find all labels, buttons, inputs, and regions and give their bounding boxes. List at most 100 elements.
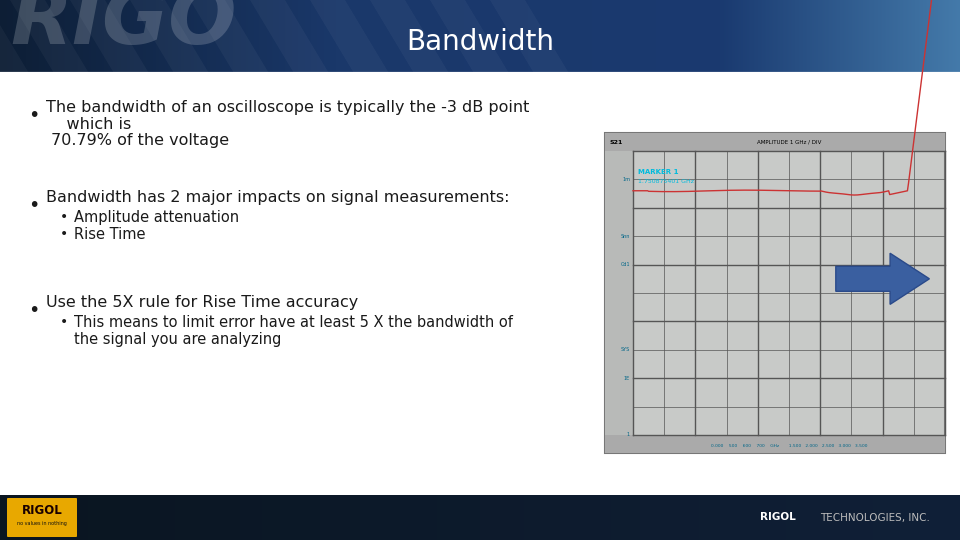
Bar: [307, 0, 308, 72]
Bar: [121, 495, 123, 540]
Bar: [745, 495, 747, 540]
Bar: [707, 0, 708, 72]
Bar: [85, 495, 86, 540]
Bar: [411, 0, 413, 72]
Bar: [782, 0, 783, 72]
Bar: [360, 0, 362, 72]
Bar: [434, 495, 436, 540]
Bar: [547, 495, 548, 540]
Bar: [753, 495, 755, 540]
Bar: [747, 0, 749, 72]
Bar: [897, 495, 899, 540]
Bar: [280, 0, 281, 72]
Bar: [655, 495, 657, 540]
Bar: [344, 0, 346, 72]
Bar: [73, 0, 75, 72]
Bar: [670, 0, 671, 72]
Bar: [184, 0, 185, 72]
Bar: [33, 495, 35, 540]
Bar: [25, 0, 27, 72]
Bar: [659, 0, 660, 72]
Bar: [291, 0, 293, 72]
Bar: [381, 495, 382, 540]
Bar: [834, 495, 835, 540]
Bar: [282, 495, 283, 540]
Bar: [951, 0, 952, 72]
Bar: [809, 0, 810, 72]
Bar: [674, 0, 676, 72]
Bar: [191, 0, 193, 72]
Bar: [192, 0, 194, 72]
Bar: [285, 0, 286, 72]
Bar: [810, 0, 811, 72]
Bar: [933, 495, 934, 540]
Bar: [604, 495, 606, 540]
Bar: [206, 0, 207, 72]
Bar: [233, 0, 234, 72]
Bar: [844, 0, 846, 72]
Bar: [796, 0, 798, 72]
Bar: [901, 495, 902, 540]
Bar: [797, 495, 799, 540]
Bar: [251, 0, 252, 72]
Bar: [209, 495, 210, 540]
Bar: [805, 495, 806, 540]
Bar: [734, 0, 735, 72]
Bar: [710, 0, 711, 72]
Bar: [192, 495, 194, 540]
Bar: [605, 151, 633, 435]
Bar: [519, 0, 520, 72]
Bar: [194, 495, 196, 540]
Bar: [838, 495, 839, 540]
Bar: [915, 495, 917, 540]
Bar: [924, 495, 925, 540]
Bar: [927, 0, 928, 72]
Bar: [589, 0, 590, 72]
Bar: [790, 0, 791, 72]
Bar: [566, 0, 567, 72]
Bar: [29, 495, 31, 540]
Bar: [848, 495, 850, 540]
Bar: [372, 495, 373, 540]
Bar: [630, 0, 632, 72]
Bar: [485, 495, 487, 540]
Bar: [198, 495, 200, 540]
Bar: [665, 0, 666, 72]
Bar: [279, 0, 280, 72]
Bar: [64, 495, 65, 540]
Bar: [476, 0, 477, 72]
Bar: [872, 495, 874, 540]
Bar: [345, 0, 347, 72]
Bar: [883, 495, 884, 540]
Bar: [58, 0, 60, 72]
Bar: [52, 0, 54, 72]
Bar: [564, 0, 565, 72]
Bar: [118, 495, 119, 540]
Bar: [300, 0, 301, 72]
Bar: [156, 495, 157, 540]
Bar: [836, 0, 837, 72]
Bar: [815, 0, 817, 72]
Bar: [124, 0, 126, 72]
Bar: [495, 0, 496, 72]
Bar: [208, 495, 209, 540]
Bar: [69, 0, 70, 72]
Bar: [234, 0, 235, 72]
Bar: [465, 0, 467, 72]
Bar: [342, 0, 344, 72]
Bar: [465, 495, 467, 540]
Bar: [953, 0, 954, 72]
Bar: [120, 0, 122, 72]
Bar: [313, 495, 315, 540]
Bar: [217, 495, 219, 540]
Bar: [657, 495, 659, 540]
Bar: [26, 495, 28, 540]
Bar: [678, 0, 680, 72]
Bar: [806, 0, 807, 72]
Bar: [489, 0, 491, 72]
Bar: [65, 0, 66, 72]
Bar: [253, 495, 254, 540]
Bar: [707, 495, 708, 540]
Bar: [832, 495, 833, 540]
Bar: [557, 0, 559, 72]
